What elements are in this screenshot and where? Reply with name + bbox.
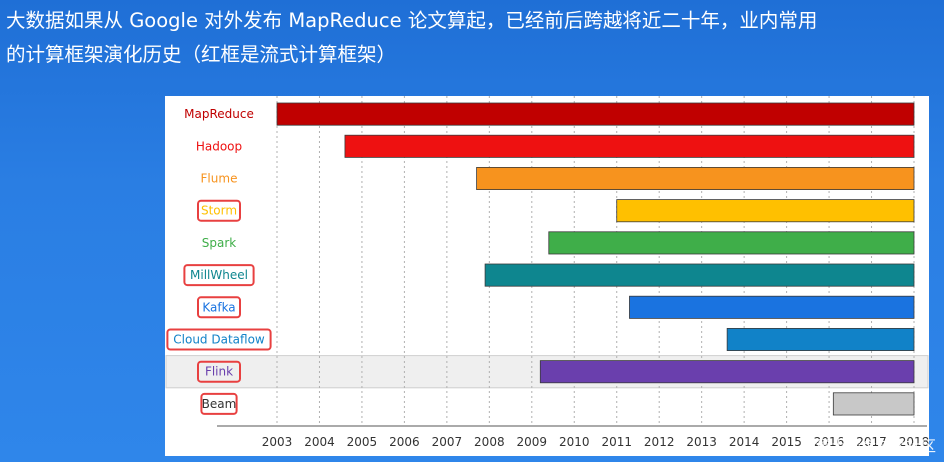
- bar-kafka: [629, 295, 915, 319]
- x-tick-label: 2012: [644, 435, 675, 449]
- watermark: @稀土掘金技术社区: [800, 437, 936, 455]
- category-label: MapReduce: [184, 107, 254, 121]
- bar-storm: [616, 199, 915, 223]
- x-tick-label: 2014: [729, 435, 760, 449]
- bar-mapreduce: [276, 102, 915, 126]
- slide-title-line-1: 大数据如果从 Google 对外发布 MapReduce 论文算起，已经前后跨越…: [6, 9, 818, 32]
- streaming-highlight-box: [166, 328, 272, 351]
- bar-cloud-dataflow: [726, 327, 915, 351]
- category-label: Storm: [201, 204, 237, 218]
- category-label: Hadoop: [196, 139, 242, 153]
- x-tick-label: 2008: [474, 435, 505, 449]
- category-label: Spark: [202, 236, 237, 250]
- category-label: Flume: [201, 172, 238, 186]
- x-tick-label: 2013: [686, 435, 717, 449]
- streaming-highlight-box: [197, 360, 241, 383]
- slide-title-line-2: 的计算框架演化历史（红框是流式计算框架）: [6, 43, 397, 66]
- bar-flume: [476, 167, 915, 191]
- bar-millwheel: [484, 263, 915, 287]
- category-label: Kafka: [202, 300, 235, 314]
- slide-title: 大数据如果从 Google 对外发布 MapReduce 论文算起，已经前后跨越…: [6, 4, 940, 72]
- x-tick-label: 2005: [347, 435, 378, 449]
- bar-flink: [539, 360, 915, 384]
- category-label: Flink: [205, 365, 233, 379]
- bar-hadoop: [344, 134, 915, 158]
- x-tick-label: 2003: [262, 435, 293, 449]
- framework-timeline-chart: MapReduce Hadoop Flume Storm Spark MillWheel K…: [165, 96, 929, 449]
- x-tick-label: 2010: [559, 435, 590, 449]
- streaming-highlight-box: [197, 296, 241, 319]
- streaming-highlight-box: [197, 199, 241, 222]
- category-label: MillWheel: [190, 268, 248, 282]
- x-tick-label: 2006: [389, 435, 420, 449]
- category-label: Cloud Dataflow: [173, 333, 265, 347]
- x-tick-label: 2004: [304, 435, 335, 449]
- category-label: Beam: [202, 397, 237, 411]
- streaming-highlight-box: [200, 392, 238, 415]
- x-tick-label: 2017: [856, 435, 887, 449]
- x-tick-label: 2011: [601, 435, 632, 449]
- bar-spark: [548, 231, 915, 255]
- x-tick-label: 2015: [771, 435, 802, 449]
- chart-panel: MapReduce Hadoop Flume Storm Spark MillWheel K…: [165, 96, 929, 456]
- bar-beam: [832, 392, 915, 416]
- x-tick-label: 2018: [899, 435, 929, 449]
- streaming-highlight-box: [183, 264, 255, 287]
- x-tick-label: 2007: [432, 435, 463, 449]
- x-tick-label: 2009: [517, 435, 548, 449]
- x-tick-label: 2016: [814, 435, 845, 449]
